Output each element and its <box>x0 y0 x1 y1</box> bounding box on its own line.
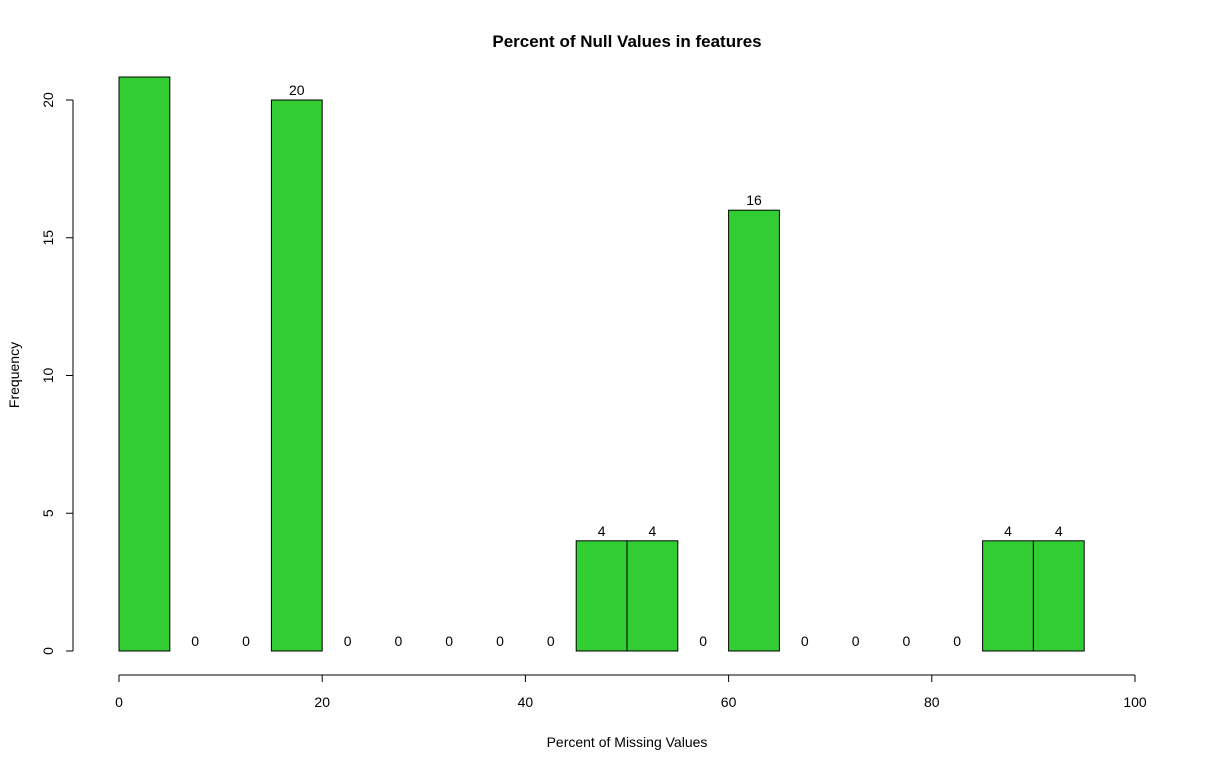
x-axis: 0 20 40 60 80 100 <box>115 674 1147 710</box>
bar-value-label: 20 <box>289 82 305 98</box>
x-tick-label: 0 <box>115 694 123 710</box>
histogram-bar <box>728 209 780 652</box>
bar-value-label: 4 <box>1055 523 1063 539</box>
x-tick-label: 80 <box>924 694 940 710</box>
bars-layer <box>118 76 1085 652</box>
bar-value-label: 4 <box>1004 523 1012 539</box>
bar-value-label: 16 <box>746 192 762 208</box>
bar-value-label: 0 <box>953 633 961 649</box>
bar-value-label: 0 <box>903 633 911 649</box>
histogram-bar <box>1032 540 1085 652</box>
x-tick-label: 60 <box>721 694 737 710</box>
bar-value-label: 0 <box>852 633 860 649</box>
bar-labels-layer: 0 0 20 0 0 0 0 0 4 4 0 16 0 0 0 0 4 4 <box>191 82 1063 649</box>
x-axis-label: Percent of Missing Values <box>547 734 708 750</box>
bar-value-label: 0 <box>344 633 352 649</box>
histogram-bar <box>118 76 171 652</box>
y-axis-label: Frequency <box>6 342 22 408</box>
bar-value-label: 0 <box>547 633 555 649</box>
y-axis: 0 5 10 15 20 <box>40 92 74 655</box>
x-tick-label: 40 <box>518 694 534 710</box>
bar-value-label: 0 <box>242 633 250 649</box>
bar-value-label: 0 <box>395 633 403 649</box>
bar-value-label: 4 <box>649 523 657 539</box>
bar-value-label: 0 <box>496 633 504 649</box>
x-tick-label: 100 <box>1123 694 1147 710</box>
y-tick-label: 20 <box>40 92 56 108</box>
y-tick-label: 5 <box>40 509 56 517</box>
y-tick-label: 15 <box>40 230 56 246</box>
y-tick-label: 10 <box>40 368 56 384</box>
bar-value-label: 0 <box>191 633 199 649</box>
histogram-bar <box>626 540 679 652</box>
bar-value-label: 0 <box>699 633 707 649</box>
bar-value-label: 0 <box>801 633 809 649</box>
histogram-bar <box>575 540 628 652</box>
chart-title: Percent of Null Values in features <box>492 32 761 51</box>
histogram-bar <box>982 540 1034 652</box>
y-tick-label: 0 <box>40 647 56 655</box>
x-tick-label: 20 <box>314 694 330 710</box>
bar-value-label: 0 <box>445 633 453 649</box>
bar-value-label: 4 <box>598 523 606 539</box>
histogram-bar <box>270 99 323 652</box>
